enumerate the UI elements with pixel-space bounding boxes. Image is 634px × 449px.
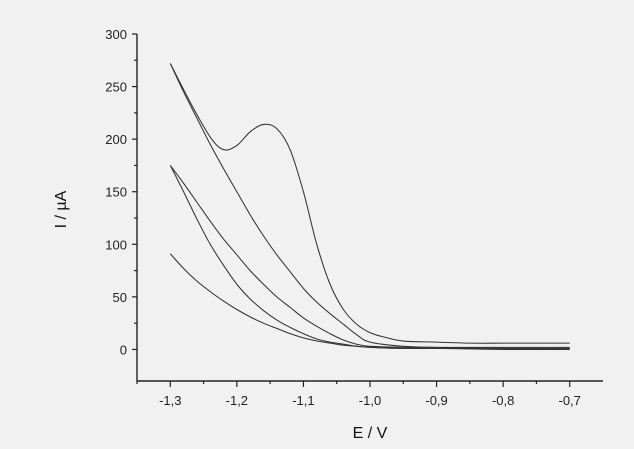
data-series [169,63,570,351]
x-tick-label: -0,8 [492,393,514,408]
y-tick-label: 200 [105,132,127,147]
y-tick-label: 50 [113,290,127,305]
y-tick-label: 100 [105,237,127,252]
x-axis-title: E / V [353,425,388,442]
y-tick-label: 0 [120,342,127,357]
series-2-line [169,63,570,350]
y-axis-ticks: 0 50 100 150 200 250 300 [105,27,137,357]
x-tick-label: -1,0 [359,393,381,408]
series-4-line [169,165,570,350]
y-axis-title: I / µA [53,190,70,228]
series-5-line [169,253,570,351]
x-tick-label: -1,3 [159,393,181,408]
x-axis-ticks: -1,3 -1,2 -1,1 -1,0 -0,9 -0,8 -0,7 [136,381,581,408]
y-tick-label: 300 [105,27,127,42]
series-1-line [169,63,570,344]
y-tick-label: 250 [105,80,127,95]
x-tick-label: -1,2 [226,393,248,408]
x-tick-label: -0,9 [425,393,447,408]
y-tick-label: 150 [105,185,127,200]
x-tick-label: -0,7 [559,393,581,408]
x-tick-label: -1,1 [292,393,314,408]
series-3-line [169,165,570,348]
